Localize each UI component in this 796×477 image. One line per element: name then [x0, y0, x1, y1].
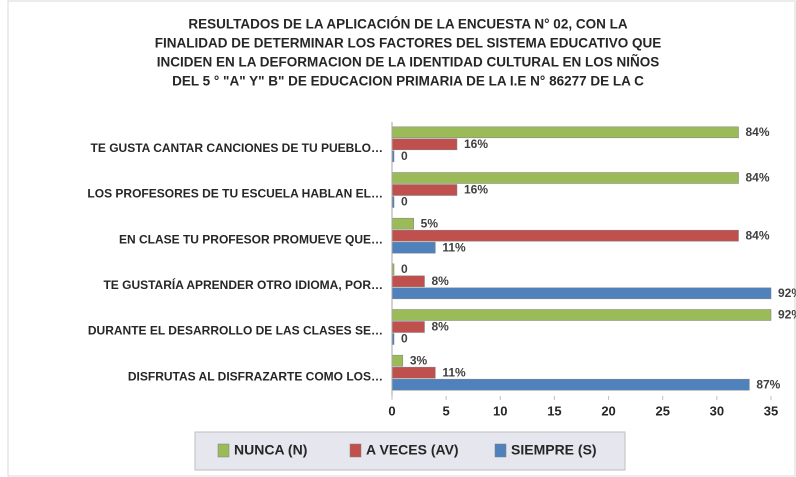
data-label: 0: [401, 195, 408, 209]
category-label: TE GUSTARÍA APRENDER OTRO IDIOMA, POR…: [103, 277, 383, 292]
data-label: 84%: [746, 228, 770, 242]
bar: [391, 321, 425, 333]
category-label: LOS PROFESORES DE TU ESCUELA HABLAN EL…: [87, 187, 383, 201]
x-tick-label: 10: [493, 403, 507, 418]
legend-label: SIEMPRE (S): [511, 442, 597, 458]
category-label: EN CLASE TU PROFESOR PROMUEVE QUE…: [119, 232, 383, 246]
x-tick-label: 30: [710, 403, 724, 418]
x-tick-label: 20: [601, 403, 615, 418]
bar: [391, 287, 772, 300]
x-tick-label: 0: [388, 403, 395, 418]
legend-swatch: [494, 443, 507, 458]
data-label: 87%: [756, 377, 780, 391]
bar: [391, 241, 436, 254]
bar: [391, 366, 436, 379]
data-label: 0: [401, 332, 408, 346]
data-label: 84%: [746, 171, 770, 185]
data-label: 92%: [778, 308, 796, 322]
legend-swatch: [349, 443, 362, 458]
bar: [391, 309, 772, 321]
data-label: 3%: [410, 353, 428, 367]
bar: [391, 172, 739, 184]
bar: [391, 126, 739, 139]
data-label: 92%: [778, 286, 796, 300]
data-label: 84%: [746, 125, 770, 139]
data-label: 0: [401, 149, 408, 163]
data-label: 11%: [442, 365, 466, 379]
data-label: 5%: [421, 216, 439, 230]
bar: [391, 275, 425, 288]
legend-box: [194, 431, 626, 471]
x-tick-label: 15: [547, 403, 561, 418]
chart-title: RESULTADOS DE LA APLICACIÓN DE LA ENCUES…: [188, 17, 627, 32]
data-label: 16%: [464, 137, 488, 151]
x-tick-label: 35: [764, 403, 778, 418]
x-tick-label: 25: [655, 403, 669, 418]
data-label: 16%: [464, 183, 488, 197]
chart-title: DEL 5 ° "A" Y" B" DE EDUCACION PRIMARIA …: [172, 74, 644, 89]
chart-title: INCIDEN EN LA DEFORMACION DE LA IDENTIDA…: [157, 55, 660, 70]
chart-title: FINALIDAD DE DETERMINAR LOS FACTORES DEL…: [155, 36, 662, 51]
bar: [391, 354, 404, 367]
legend-label: A VECES (AV): [366, 442, 459, 458]
data-label: 11%: [442, 240, 466, 254]
legend-swatch: [217, 443, 230, 458]
data-label: 8%: [431, 320, 449, 334]
category-label: TE GUSTA CANTAR CANCIONES DE TU PUEBLO…: [91, 141, 383, 155]
data-label: 8%: [431, 274, 449, 288]
bar: [391, 378, 750, 391]
x-tick-label: 5: [443, 403, 450, 418]
data-label: 0: [401, 262, 408, 276]
category-label: DURANTE EL DESARROLLO DE LAS CLASES SE…: [88, 324, 383, 338]
legend-label: NUNCA (N): [234, 442, 307, 458]
bar: [391, 217, 414, 230]
category-label: DISFRUTAS AL DISFRAZARTE COMO LOS…: [128, 369, 383, 383]
